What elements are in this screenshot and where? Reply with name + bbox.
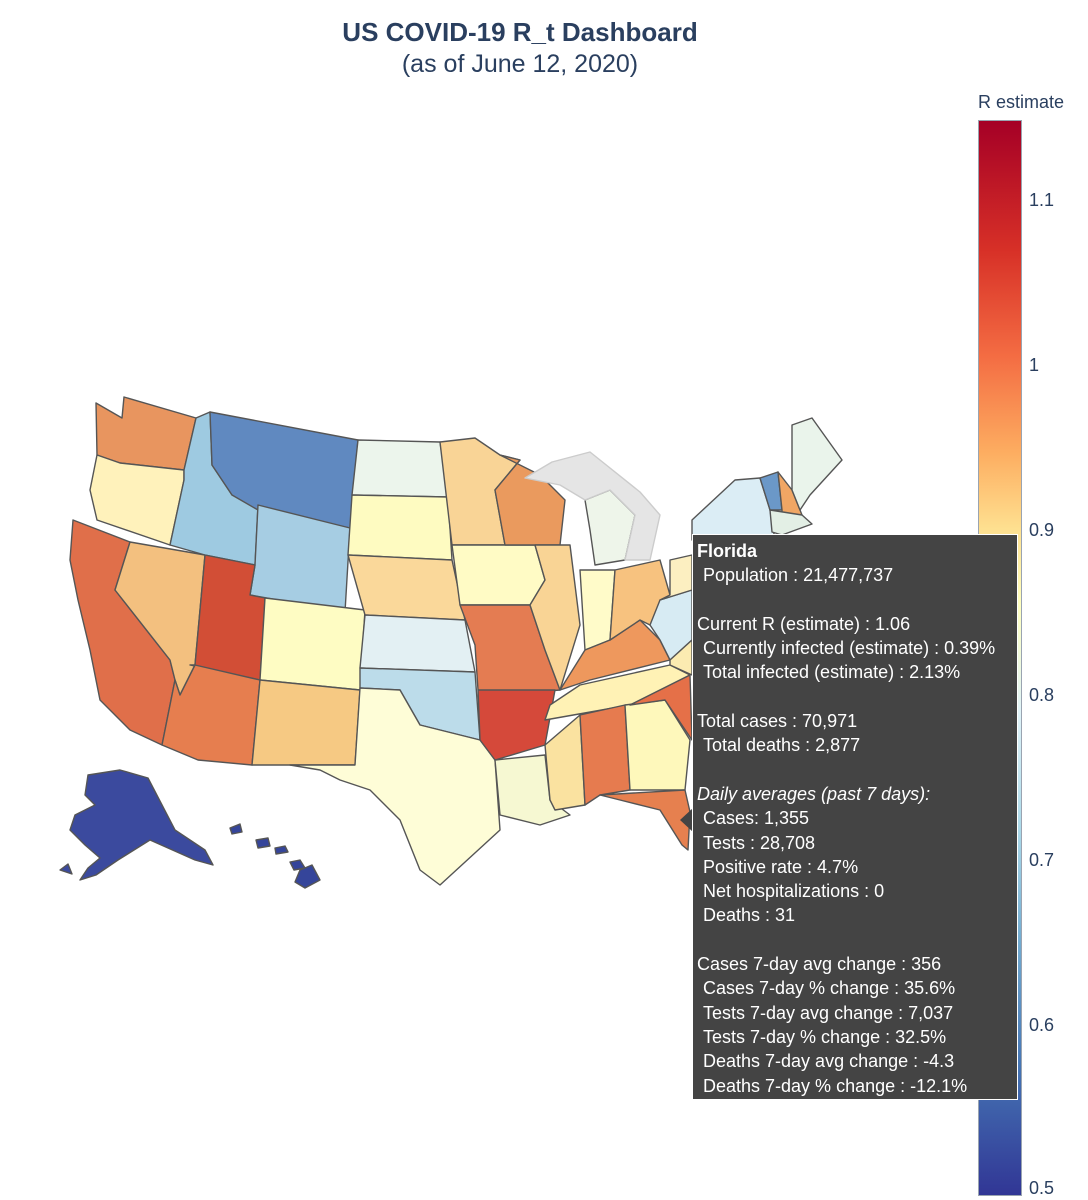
colorbar-tick-0.9: 0.9	[1029, 520, 1055, 540]
state-massachusetts[interactable]	[769, 509, 813, 536]
tooltip-deaths-avg-change: Deaths 7-day avg change : -4.3	[703, 1051, 955, 1072]
state-arizona[interactable]	[161, 664, 261, 766]
tooltip-currently-infected: Currently infected (estimate) : 0.39%	[703, 638, 996, 659]
state-maine[interactable]	[791, 417, 843, 511]
tooltip-daily-header: Daily averages (past 7 days):	[697, 783, 931, 804]
tooltip-total-deaths: Total deaths : 2,877	[703, 735, 861, 756]
colorbar-tick-1: 1	[1029, 355, 1040, 375]
page-subtitle: (as of June 12, 2020)	[401, 50, 639, 78]
tooltip-daily-deaths: Deaths : 31	[703, 905, 796, 926]
tooltip-state: Florida	[697, 541, 758, 561]
state-nebraska[interactable]	[347, 554, 466, 621]
tooltip-deaths-pct-change: Deaths 7-day % change : -12.1%	[703, 1075, 968, 1096]
page-title: US COVID-19 R_t Dashboard	[342, 17, 698, 47]
state-louisiana[interactable]	[494, 754, 571, 826]
tooltip-total-cases: Total cases : 70,971	[697, 711, 858, 732]
colorbar-tick-0.5: 0.5	[1029, 1178, 1055, 1198]
tooltip-cases-pct-change: Cases 7-day % change : 35.6%	[703, 978, 956, 999]
state-new-mexico[interactable]	[251, 679, 361, 766]
colorbar-title: R estimate	[978, 92, 1065, 112]
state-illinois[interactable]	[529, 544, 581, 691]
colorbar-tick-1.1: 1.1	[1029, 190, 1055, 210]
state-iowa[interactable]	[451, 544, 546, 606]
state-arkansas[interactable]	[477, 689, 556, 761]
tooltip-tests-pct-change: Tests 7-day % change : 32.5%	[703, 1026, 947, 1047]
colorbar-tick-0.6: 0.6	[1029, 1015, 1055, 1035]
tooltip-pointer	[680, 808, 693, 832]
state-texas[interactable]	[289, 687, 501, 886]
colorbar-tick-0.8: 0.8	[1029, 685, 1055, 705]
state-south-dakota[interactable]	[347, 494, 453, 561]
state-mississippi[interactable]	[544, 714, 586, 811]
tooltip-daily-tests: Tests : 28,708	[703, 832, 816, 853]
tooltip-daily-cases: Cases: 1,355	[703, 808, 810, 829]
state-alabama[interactable]	[579, 704, 631, 806]
dashboard-title: US COVID-19 R_t Dashboard (as of June 12…	[0, 16, 1040, 80]
tooltip-population: Population : 21,477,737	[703, 565, 894, 586]
state-north-dakota[interactable]	[351, 439, 449, 498]
state-kansas[interactable]	[359, 614, 476, 673]
colorbar-tick-0.7: 0.7	[1029, 850, 1055, 870]
state-florida[interactable]	[599, 789, 691, 851]
hover-tooltip: Florida Population : 21,477,737 Current …	[692, 534, 1018, 1100]
state-alaska[interactable]	[59, 769, 214, 881]
tooltip-current-r: Current R (estimate) : 1.06	[697, 613, 911, 634]
state-washington[interactable]	[95, 396, 197, 471]
state-pennsylvania[interactable]	[659, 554, 693, 601]
tooltip-tests-avg-change: Tests 7-day avg change : 7,037	[703, 1002, 954, 1023]
state-kentucky[interactable]	[559, 619, 671, 691]
tooltip-positive-rate: Positive rate : 4.7%	[703, 856, 859, 877]
state-colorado[interactable]	[259, 597, 366, 691]
tooltip-net-hospitalizations: Net hospitalizations : 0	[703, 881, 885, 902]
us-map	[59, 396, 843, 889]
tooltip-cases-avg-change: Cases 7-day avg change : 356	[697, 954, 942, 975]
tooltip-total-infected: Total infected (estimate) : 2.13%	[703, 662, 961, 683]
great-lakes	[524, 451, 661, 561]
state-hawaii[interactable]	[229, 823, 321, 889]
